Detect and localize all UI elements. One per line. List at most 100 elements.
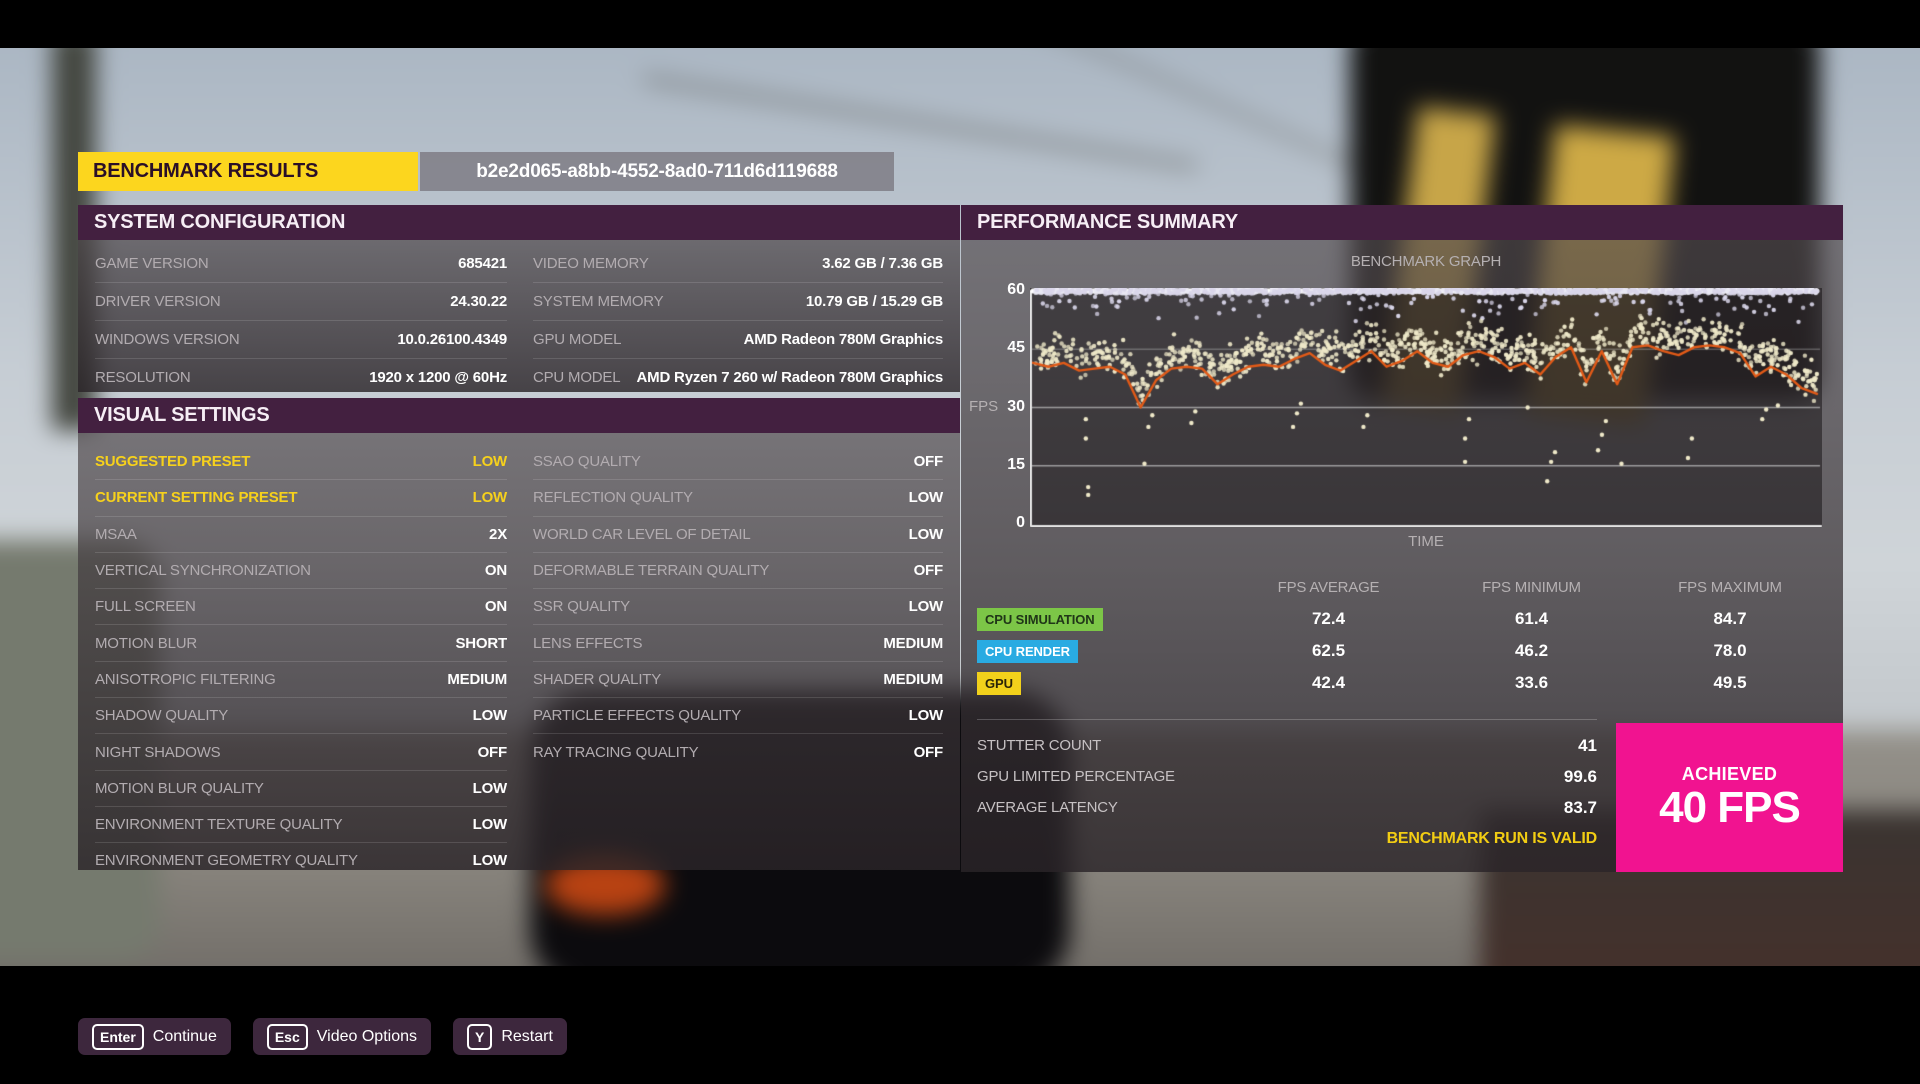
stat-value: 99.6 <box>1563 766 1597 786</box>
setting-value: LOW <box>472 489 508 507</box>
setting-value: LOW <box>908 598 944 616</box>
setting-value: LOW <box>472 707 508 725</box>
system-configuration-left-column: GAME VERSION 685421 DRIVER VERSION 24.30… <box>95 245 507 396</box>
setting-value: LOW <box>908 489 944 507</box>
config-value: 10.79 GB / 15.29 GB <box>805 293 943 310</box>
footer-button[interactable]: Y Restart <box>452 1018 567 1055</box>
fps-maximum-value: 84.7 <box>1713 609 1747 628</box>
setting-row: SHADOW QUALITY LOW <box>95 698 508 735</box>
config-value: AMD Ryzen 7 260 w/ Radeon 780M Graphics <box>636 369 944 386</box>
setting-value: LOW <box>908 707 944 725</box>
setting-label: VERTICAL SYNCHRONIZATION <box>95 562 311 580</box>
setting-row: LENS EFFECTS MEDIUM <box>533 625 943 662</box>
fps-maximum-header: FPS MAXIMUM <box>1678 578 1782 596</box>
setting-label: SHADOW QUALITY <box>95 707 229 725</box>
setting-row: WORLD CAR LEVEL OF DETAIL LOW <box>533 517 943 553</box>
config-row: DRIVER VERSION 24.30.22 <box>95 283 507 321</box>
fps-average-value: 72.4 <box>1311 609 1346 628</box>
config-label: VIDEO MEMORY <box>533 255 649 272</box>
series-legend-chip: CPU SIMULATION <box>977 607 1103 631</box>
x-axis-label: TIME <box>1408 533 1444 550</box>
setting-label: ENVIRONMENT TEXTURE QUALITY <box>95 816 343 834</box>
setting-row: SUGGESTED PRESET LOW <box>95 444 508 481</box>
setting-label: MOTION BLUR <box>95 634 197 652</box>
footer-button-label: Video Options <box>316 1027 417 1045</box>
setting-label: RAY TRACING QUALITY <box>533 743 699 761</box>
stat-row: STUTTER COUNT 41 <box>977 730 1597 761</box>
config-label: DRIVER VERSION <box>95 293 221 310</box>
setting-value: 2X <box>489 525 507 543</box>
config-value: 24.30.22 <box>450 293 507 310</box>
fps-average-value: 62.5 <box>1311 641 1346 660</box>
setting-row: CURRENT SETTING PRESET LOW <box>95 480 508 517</box>
fps-minimum-value: 61.4 <box>1514 609 1549 628</box>
series-legend-chip: CPU RENDER <box>977 639 1078 663</box>
benchmark-graph-canvas <box>1030 288 1822 527</box>
keycap-icon: Enter <box>92 1023 144 1050</box>
setting-value: ON <box>484 562 507 580</box>
setting-row: REFLECTION QUALITY LOW <box>533 480 944 517</box>
setting-value: OFF <box>913 743 944 761</box>
setting-row: NIGHT SHADOWS OFF <box>95 734 507 771</box>
setting-value: LOW <box>472 453 508 471</box>
setting-row: MSAA 2X <box>95 517 507 553</box>
visual-settings-right-column: SSAO QUALITY OFF REFLECTION QUALITY LOW … <box>533 444 943 770</box>
config-row: CPU MODEL AMD Ryzen 7 260 w/ Radeon 780M… <box>533 359 943 396</box>
setting-row: PARTICLE EFFECTS QUALITY LOW <box>533 698 944 735</box>
setting-label: SUGGESTED PRESET <box>95 453 251 471</box>
setting-value: OFF <box>913 453 944 471</box>
setting-row: MOTION BLUR QUALITY LOW <box>95 771 507 807</box>
setting-row: SSR QUALITY LOW <box>533 589 944 626</box>
fps-average-value: 42.4 <box>1311 673 1346 692</box>
config-value: AMD Radeon 780M Graphics <box>743 331 944 348</box>
setting-row: MOTION BLUR SHORT <box>95 625 507 662</box>
config-value: 10.0.26100.4349 <box>397 331 507 348</box>
stat-row: AVERAGE LATENCY 83.7 <box>977 792 1597 823</box>
config-row: VIDEO MEMORY 3.62 GB / 7.36 GB <box>533 245 943 283</box>
setting-row: ANISOTROPIC FILTERING MEDIUM <box>95 662 507 699</box>
setting-label: CURRENT SETTING PRESET <box>95 489 298 507</box>
setting-row: VERTICAL SYNCHRONIZATION ON <box>95 553 507 590</box>
setting-label: PARTICLE EFFECTS QUALITY <box>533 707 742 725</box>
fps-table-body: CPU SIMULATION 72.4 61.4 84.7 CPU RENDER… <box>977 603 1827 699</box>
y-axis-tick: 0 <box>1016 514 1025 531</box>
config-row: GPU MODEL AMD Radeon 780M Graphics <box>533 321 943 359</box>
fps-table-row: CPU SIMULATION 72.4 61.4 84.7 <box>977 603 1827 635</box>
setting-label: ENVIRONMENT GEOMETRY QUALITY <box>95 852 358 870</box>
setting-label: MOTION BLUR QUALITY <box>95 779 264 797</box>
benchmark-valid-text: BENCHMARK RUN IS VALID <box>1386 830 1598 847</box>
y-axis-label: FPS <box>969 398 999 415</box>
series-legend-chip: GPU <box>977 671 1021 695</box>
config-label: GAME VERSION <box>95 255 209 272</box>
config-row: GAME VERSION 685421 <box>95 245 507 283</box>
performance-summary-title: PERFORMANCE SUMMARY <box>961 205 1843 240</box>
setting-row: FULL SCREEN ON <box>95 589 507 626</box>
stat-label: GPU LIMITED PERCENTAGE <box>977 768 1175 785</box>
config-value: 1920 x 1200 @ 60Hz <box>369 369 507 386</box>
setting-label: FULL SCREEN <box>95 598 196 616</box>
benchmark-graph-title: BENCHMARK GRAPH <box>1350 253 1502 270</box>
setting-label: MSAA <box>95 525 137 543</box>
stat-label: STUTTER COUNT <box>977 737 1102 754</box>
setting-value: LOW <box>472 816 508 834</box>
footer-button[interactable]: Enter Continue <box>78 1018 231 1055</box>
visual-settings-left-column: SUGGESTED PRESET LOW CURRENT SETTING PRE… <box>95 444 507 879</box>
keycap-icon: Y <box>466 1023 493 1050</box>
setting-label: SSAO QUALITY <box>533 453 641 471</box>
footer-button[interactable]: Esc Video Options <box>252 1018 431 1055</box>
setting-row: SHADER QUALITY MEDIUM <box>533 662 943 699</box>
setting-value: LOW <box>472 779 508 797</box>
keycap-icon: Esc <box>266 1023 308 1050</box>
config-label: WINDOWS VERSION <box>95 331 240 348</box>
config-value: 685421 <box>458 255 507 272</box>
system-configuration-right-column: VIDEO MEMORY 3.62 GB / 7.36 GB SYSTEM ME… <box>533 245 943 396</box>
setting-label: REFLECTION QUALITY <box>533 489 693 507</box>
config-label: CPU MODEL <box>533 369 621 386</box>
setting-label: WORLD CAR LEVEL OF DETAIL <box>533 525 751 543</box>
letterbox-top <box>0 0 1920 48</box>
config-label: GPU MODEL <box>533 331 622 348</box>
benchmark-run-id: b2e2d065-a8bb-4552-8ad0-711d6d119688 <box>420 152 894 191</box>
setting-value: ON <box>484 598 507 616</box>
system-configuration-panel: SYSTEM CONFIGURATION GAME VERSION 685421… <box>78 205 960 392</box>
